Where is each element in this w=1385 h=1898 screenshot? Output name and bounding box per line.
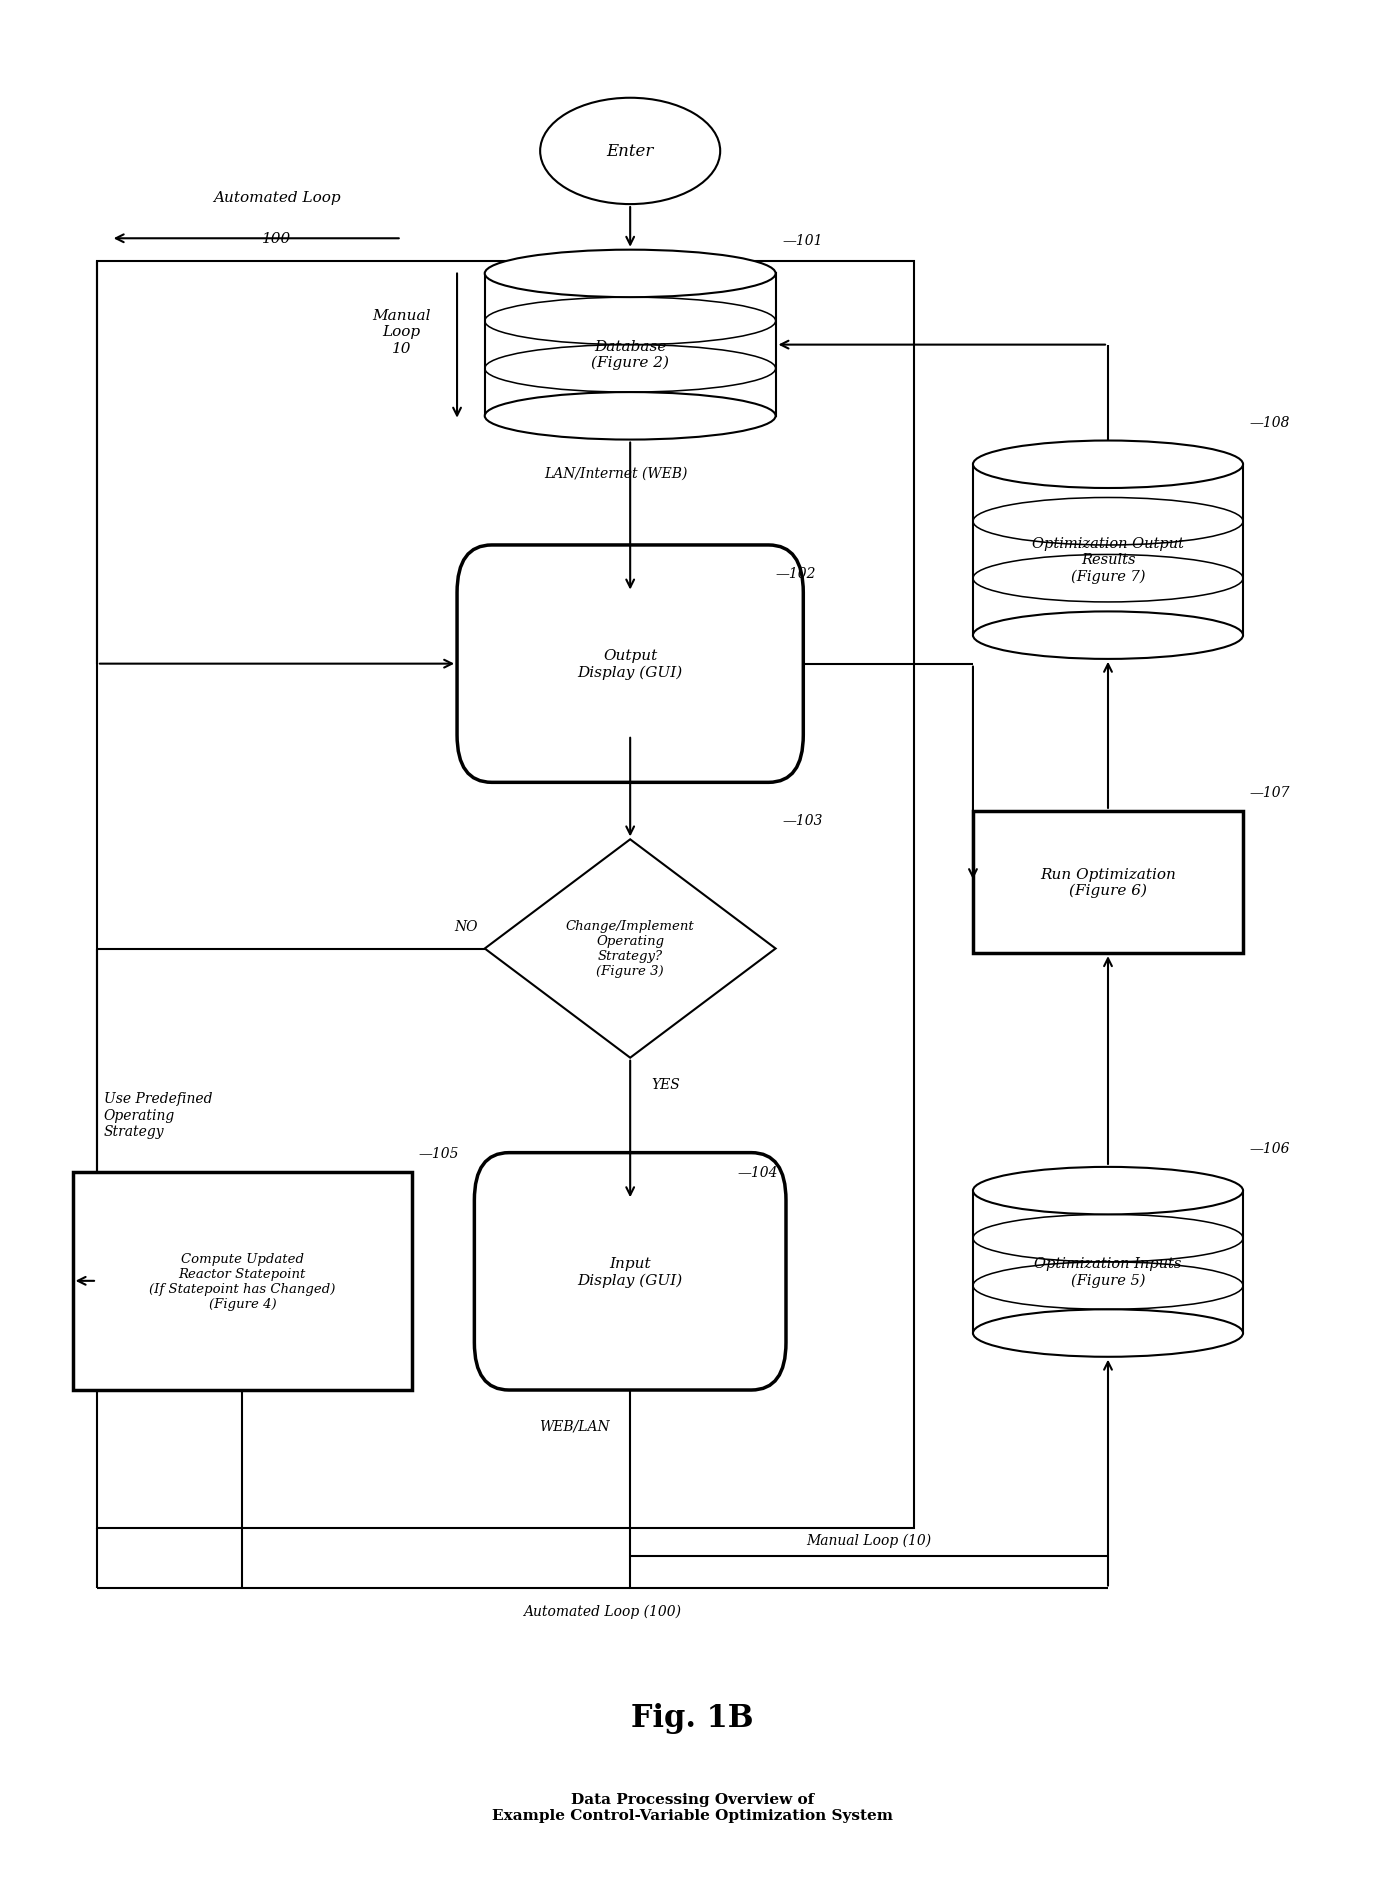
- Text: 100: 100: [262, 232, 292, 247]
- Text: —103: —103: [783, 814, 823, 828]
- Text: YES: YES: [651, 1078, 680, 1091]
- Text: WEB/LAN: WEB/LAN: [540, 1418, 609, 1433]
- Text: —101: —101: [783, 233, 823, 249]
- Text: Automated Loop: Automated Loop: [213, 192, 341, 205]
- Text: Database
(Figure 2): Database (Figure 2): [591, 340, 669, 370]
- Bar: [972, 812, 1242, 953]
- Text: Compute Updated
Reactor Statepoint
(If Statepoint has Changed)
(Figure 4): Compute Updated Reactor Statepoint (If S…: [150, 1253, 335, 1310]
- FancyBboxPatch shape: [474, 1152, 785, 1389]
- Text: Use Predefined
Operating
Strategy: Use Predefined Operating Strategy: [104, 1091, 212, 1139]
- FancyBboxPatch shape: [457, 547, 803, 782]
- Text: Run Optimization
(Figure 6): Run Optimization (Figure 6): [1040, 867, 1176, 898]
- Ellipse shape: [972, 1167, 1242, 1215]
- Ellipse shape: [485, 393, 776, 440]
- Text: Automated Loop (100): Automated Loop (100): [524, 1604, 681, 1619]
- Ellipse shape: [972, 440, 1242, 488]
- Text: Manual Loop (10): Manual Loop (10): [806, 1532, 932, 1547]
- Text: —106: —106: [1249, 1141, 1291, 1156]
- Text: Input
Display (GUI): Input Display (GUI): [578, 1256, 683, 1287]
- Ellipse shape: [972, 1310, 1242, 1357]
- Text: NO: NO: [454, 921, 478, 934]
- Text: Enter: Enter: [607, 144, 654, 159]
- Text: —105: —105: [418, 1146, 460, 1160]
- Bar: [972, 465, 1242, 636]
- Text: Optimization Output
Results
(Figure 7): Optimization Output Results (Figure 7): [1032, 537, 1184, 583]
- Text: Output
Display (GUI): Output Display (GUI): [578, 649, 683, 679]
- Bar: [72, 1171, 413, 1389]
- Bar: [97, 262, 914, 1528]
- Text: Fig. 1B: Fig. 1B: [632, 1703, 753, 1733]
- Text: —107: —107: [1249, 786, 1291, 799]
- Ellipse shape: [540, 99, 720, 205]
- Text: LAN/Internet (WEB): LAN/Internet (WEB): [544, 467, 688, 480]
- Text: Data Processing Overview of
Example Control-Variable Optimization System: Data Processing Overview of Example Cont…: [492, 1792, 893, 1822]
- Ellipse shape: [972, 611, 1242, 661]
- Text: Manual
Loop
10: Manual Loop 10: [373, 309, 431, 355]
- Bar: [972, 1192, 1242, 1332]
- Text: —108: —108: [1249, 416, 1291, 429]
- Ellipse shape: [485, 251, 776, 298]
- Text: —104: —104: [737, 1165, 778, 1179]
- Text: —102: —102: [776, 568, 816, 581]
- Text: Change/Implement
Operating
Strategy?
(Figure 3): Change/Implement Operating Strategy? (Fi…: [566, 921, 694, 977]
- Polygon shape: [485, 839, 776, 1059]
- Bar: [485, 275, 776, 418]
- Text: Optimization Inputs
(Figure 5): Optimization Inputs (Figure 5): [1035, 1256, 1181, 1287]
